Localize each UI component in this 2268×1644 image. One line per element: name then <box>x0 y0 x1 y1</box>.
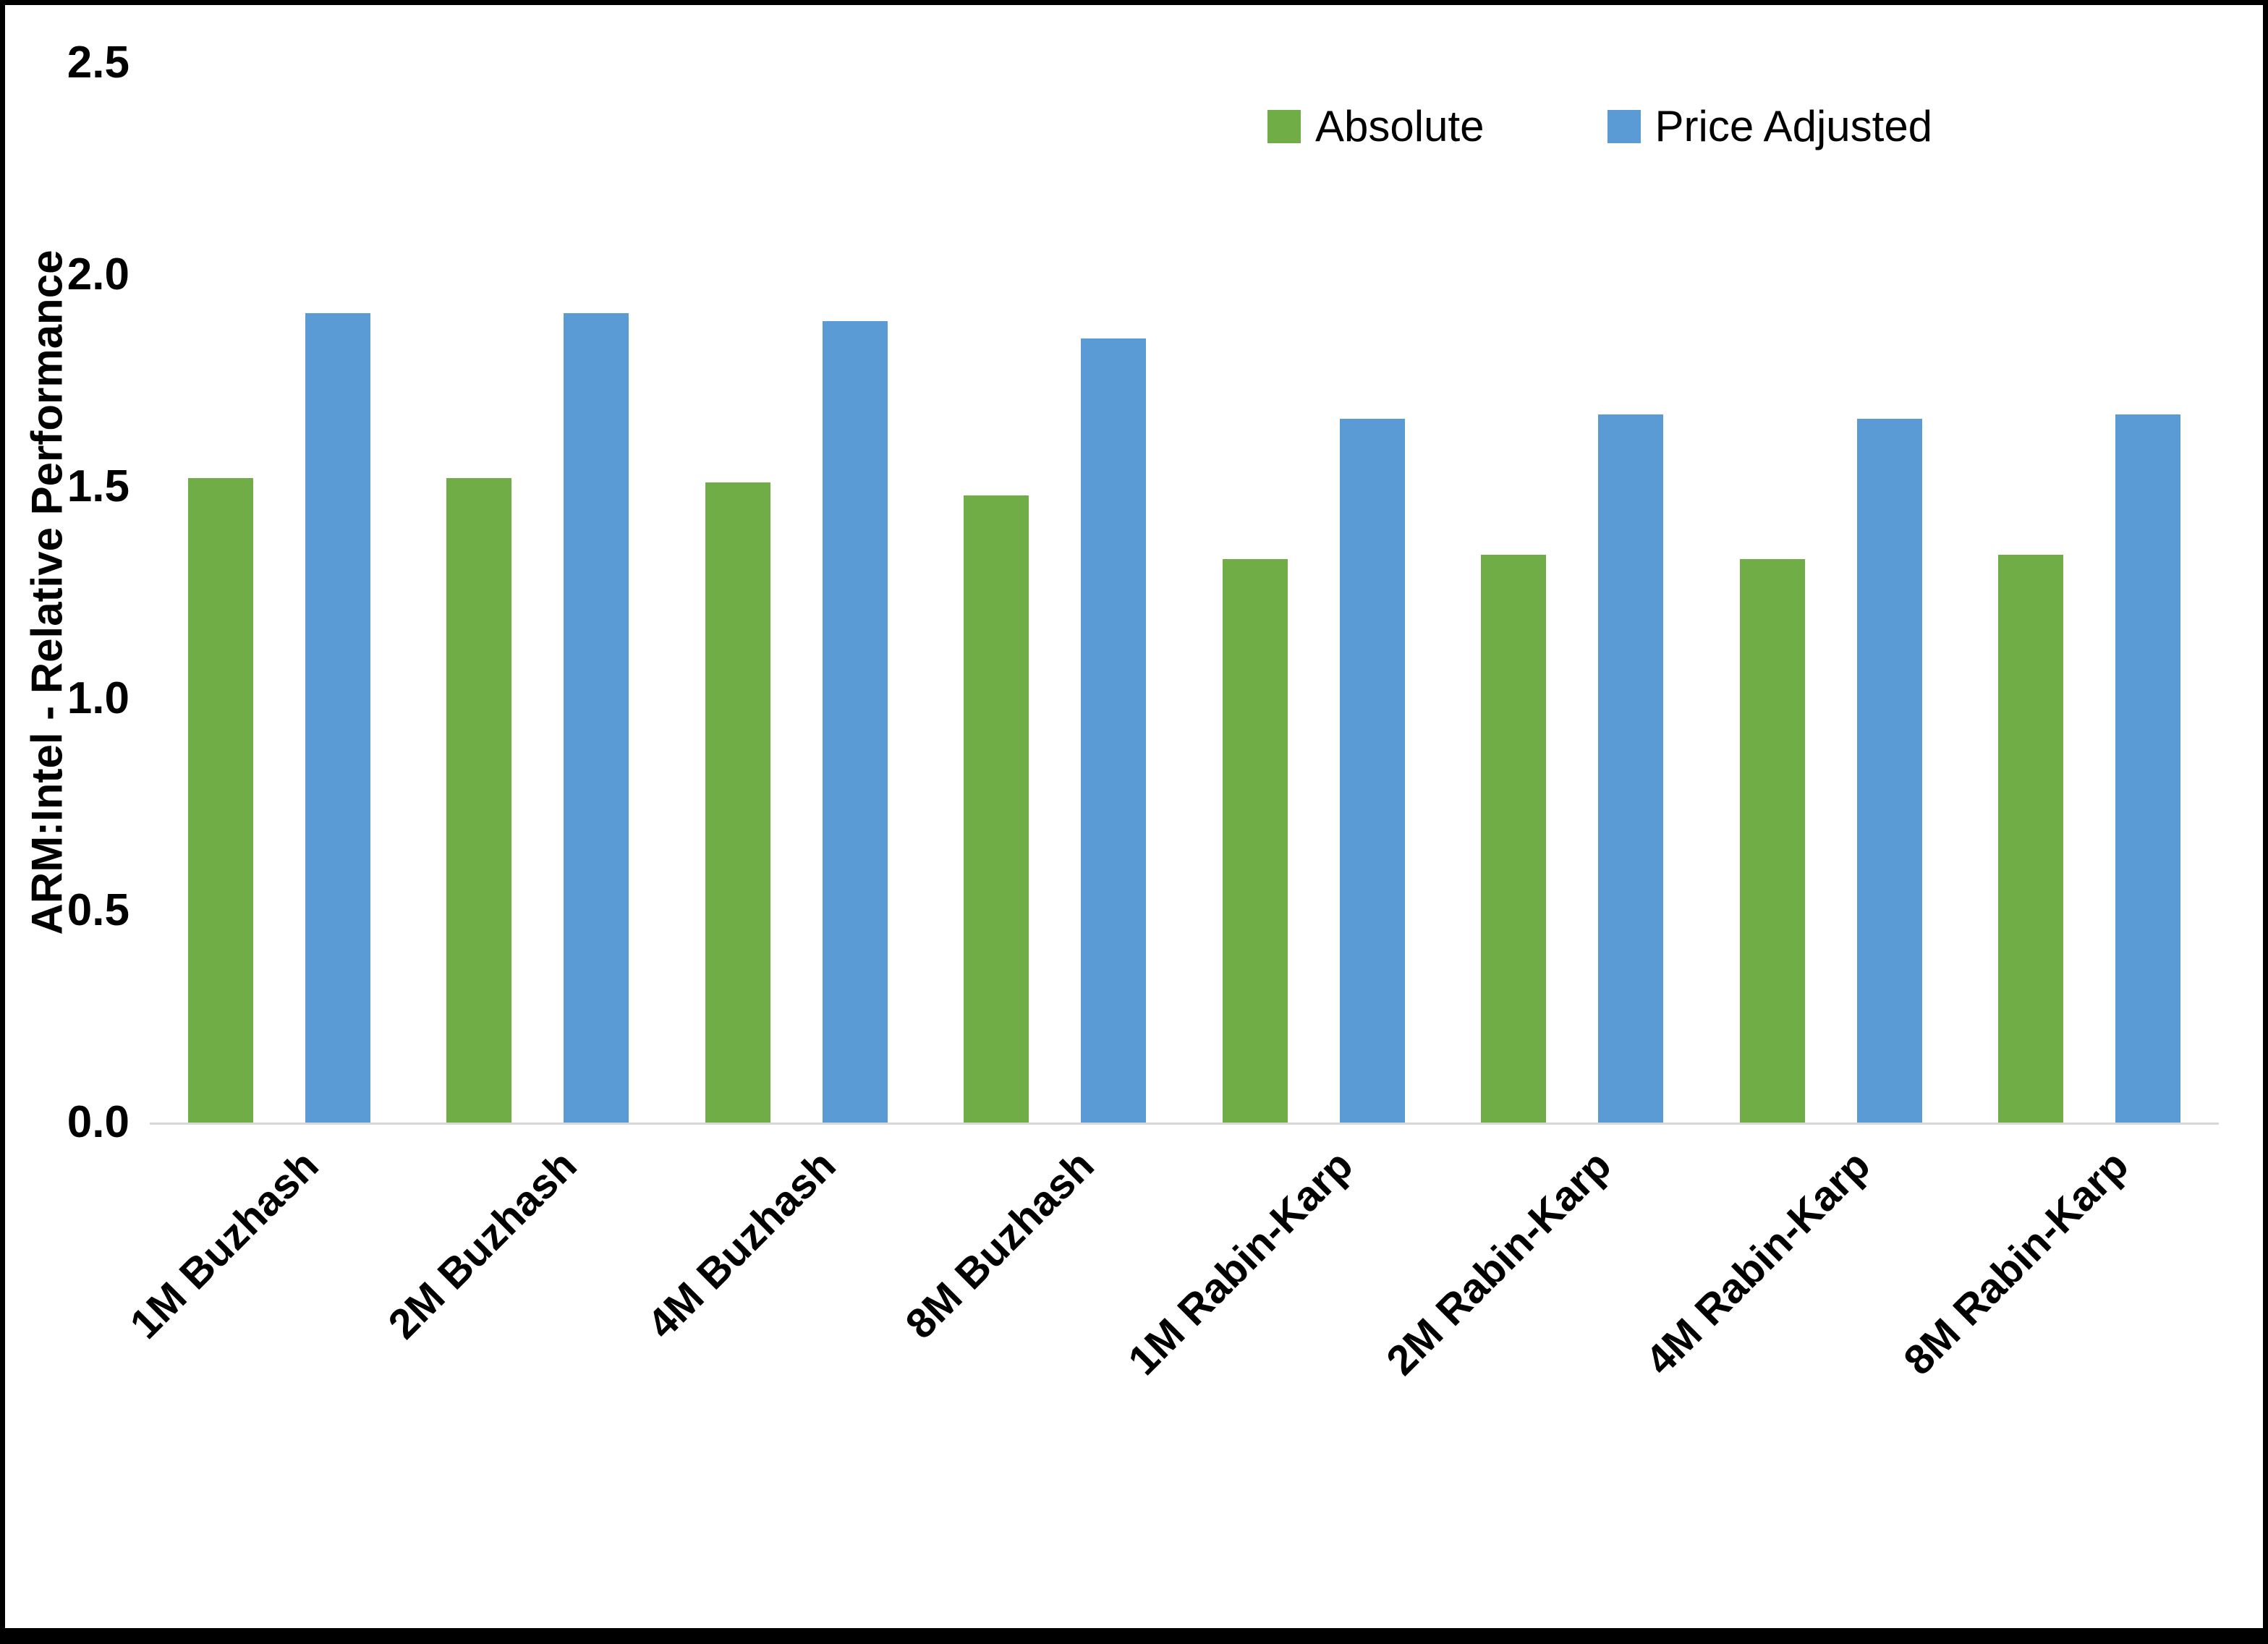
y-tick-label: 0.0 <box>67 1097 129 1147</box>
y-tick-label: 2.5 <box>67 38 129 88</box>
bar-price-adjusted <box>2115 414 2181 1123</box>
bar-absolute <box>1998 554 2064 1123</box>
legend-label: Absolute <box>1315 102 1485 150</box>
bar-price-adjusted <box>1598 414 1664 1123</box>
bar-price-adjusted <box>564 312 629 1123</box>
bar-price-adjusted <box>305 312 370 1123</box>
bar-absolute <box>1739 558 1805 1123</box>
bar-price-adjusted <box>1856 419 1922 1123</box>
bar-absolute <box>705 482 770 1123</box>
category-label: 4M Rabin-Karp <box>1636 1141 1880 1384</box>
x-axis-labels: 1M Buzhash 2M Buzhash 4M Buzhash 8M Buzhash… <box>121 1141 2219 1547</box>
bar-absolute <box>187 478 253 1123</box>
legend: Absolute Price Adjusted <box>1267 105 1932 148</box>
category-label: 2M Buzhash <box>379 1141 586 1348</box>
category-label: 8M Rabin-Karp <box>1895 1141 2138 1384</box>
category-label: 1M Buzhash <box>121 1141 328 1348</box>
y-axis-ticks: 0.0 0.5 1.0 1.5 2.0 2.5 <box>5 41 129 1145</box>
legend-swatch-icon <box>1607 110 1641 143</box>
bar-absolute <box>446 478 512 1123</box>
plot-area <box>150 63 2219 1125</box>
legend-item-absolute: Absolute <box>1267 105 1485 148</box>
category-label: 8M Buzhash <box>896 1141 1103 1348</box>
bar-price-adjusted <box>1081 338 1147 1123</box>
bar-absolute <box>1481 554 1547 1123</box>
legend-label: Price Adjusted <box>1655 102 1933 150</box>
legend-swatch-icon <box>1267 110 1301 143</box>
bar-price-adjusted <box>1339 419 1405 1123</box>
category-label: 4M Buzhash <box>638 1141 845 1348</box>
y-tick-label: 0.5 <box>67 885 129 935</box>
category-label: 1M Rabin-Karp <box>1119 1141 1362 1384</box>
bar-absolute <box>1222 558 1288 1123</box>
y-tick-label: 1.5 <box>67 461 129 511</box>
y-tick-label: 2.0 <box>67 250 129 299</box>
y-tick-label: 1.0 <box>67 673 129 723</box>
bar-price-adjusted <box>822 321 888 1123</box>
bar-absolute <box>964 495 1029 1123</box>
category-label: 2M Rabin-Karp <box>1377 1141 1621 1384</box>
legend-item-price-adjusted: Price Adjusted <box>1607 102 1933 150</box>
